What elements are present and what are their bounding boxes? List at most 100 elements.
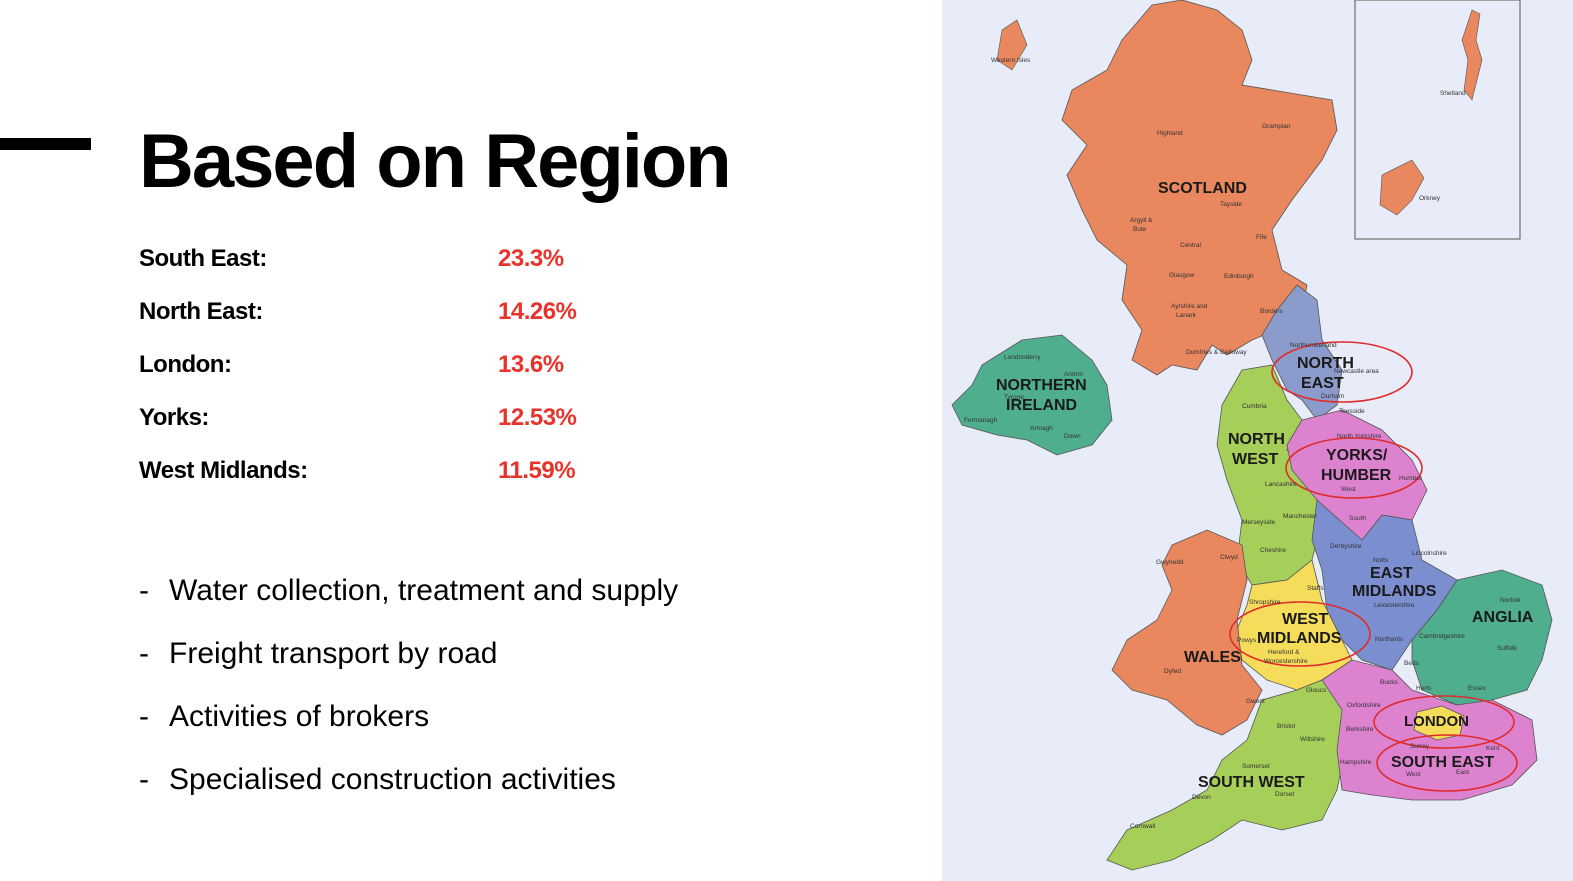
label-anglia: ANGLIA — [1472, 609, 1534, 626]
area-label: Gwent — [1246, 698, 1265, 705]
area-label: Wiltshire — [1300, 736, 1325, 743]
area-label: Borders — [1260, 308, 1284, 315]
area-label: Gwynedd — [1156, 559, 1184, 566]
area-label: Argyll & — [1130, 217, 1153, 224]
label-northern-ireland-2: IRELAND — [1006, 397, 1077, 414]
area-label: Shetland — [1440, 90, 1466, 97]
label-east-midlands-2: MIDLANDS — [1352, 583, 1437, 600]
area-label: Clwyd — [1220, 554, 1238, 561]
area-label: Somerset — [1242, 763, 1270, 770]
highlight-south-east — [1376, 734, 1518, 792]
bullet-text: Specialised construction activities — [169, 763, 616, 796]
area-label: North Yorkshire — [1337, 433, 1382, 440]
highlight-yorks — [1285, 437, 1423, 499]
area-label: Powys — [1237, 637, 1257, 644]
label-scotland: SCOTLAND — [1158, 180, 1247, 197]
area-label: Shropshire — [1249, 599, 1281, 606]
area-label: Herts — [1416, 685, 1432, 692]
label-north-east-1: NORTH — [1297, 355, 1354, 372]
stat-value: 23.3% — [498, 245, 564, 272]
uk-map-svg: SCOTLAND NORTHERN IRELAND NORTH EAST NOR… — [942, 0, 1573, 881]
bullet-text: Activities of brokers — [169, 700, 430, 733]
area-label: Derbyshire — [1330, 543, 1362, 550]
bullet-dash: - — [139, 574, 149, 607]
area-label: Worcestershire — [1264, 658, 1308, 665]
label-north-west-2: WEST — [1232, 451, 1278, 468]
area-label: Armagh — [1030, 425, 1053, 432]
orkney-shape — [1379, 159, 1425, 216]
label-east-midlands-1: EAST — [1370, 565, 1413, 582]
label-west-midlands-1: WEST — [1282, 611, 1328, 628]
stat-label: Yorks: — [139, 404, 209, 431]
bullet-dash: - — [139, 700, 149, 733]
area-label: Northumberland — [1290, 342, 1337, 349]
area-label: South — [1349, 515, 1366, 522]
area-label: Bristol — [1277, 723, 1296, 730]
area-label: Hampshire — [1340, 759, 1372, 766]
label-yorks-2: HUMBER — [1321, 467, 1392, 484]
area-label: Dorset — [1275, 791, 1294, 798]
islands-inset-box — [1354, 0, 1521, 240]
bullet-dash: - — [139, 763, 149, 796]
label-london: LONDON — [1404, 713, 1469, 730]
bullet-dash: - — [139, 637, 149, 670]
area-label: Manchester — [1283, 513, 1318, 520]
area-label: Notts — [1373, 557, 1389, 564]
area-label: Surrey — [1410, 743, 1430, 750]
area-label: East — [1456, 769, 1469, 776]
area-label: Dumfries & Galloway — [1186, 349, 1247, 356]
area-label: Staffs — [1307, 585, 1324, 592]
area-label: Lincolnshire — [1412, 550, 1447, 557]
highlight-north-east — [1271, 341, 1413, 403]
shetland-shape — [1461, 9, 1483, 101]
area-label: Teesside — [1339, 408, 1365, 415]
area-label: Durham — [1321, 393, 1344, 400]
area-label: Northants — [1375, 636, 1404, 643]
stat-label: London: — [139, 351, 232, 378]
region-northern-ireland — [951, 334, 1113, 456]
region-wales — [1111, 529, 1263, 736]
area-label: Cornwall — [1130, 823, 1156, 830]
area-label: Orkney — [1419, 195, 1441, 202]
area-label: Berkshire — [1346, 726, 1374, 733]
area-label: Down — [1064, 433, 1081, 440]
area-label: Lancashire — [1265, 481, 1297, 488]
western-isles-shape — [996, 19, 1028, 71]
label-south-east: SOUTH EAST — [1391, 754, 1494, 771]
area-label: Edinburgh — [1224, 273, 1254, 280]
label-north-west-1: NORTH — [1228, 431, 1285, 448]
page-title: Based on Region — [139, 119, 732, 204]
stat-value: 14.26% — [498, 298, 577, 325]
stat-value: 11.59% — [498, 457, 576, 484]
bullet-text: Freight transport by road — [169, 637, 498, 670]
area-label: Beds — [1404, 660, 1420, 667]
label-south-west: SOUTH WEST — [1198, 774, 1305, 791]
area-label: Merseyside — [1242, 519, 1276, 526]
label-west-midlands-2: MIDLANDS — [1257, 630, 1342, 647]
area-label: Cumbria — [1242, 403, 1267, 410]
area-label: Ayrshire and — [1171, 303, 1208, 310]
highlight-west-midlands — [1229, 601, 1371, 667]
stat-label: West Midlands: — [139, 457, 308, 484]
region-north-east — [1261, 284, 1343, 421]
title-accent-bar — [0, 138, 91, 150]
stat-value: 12.53% — [498, 404, 577, 431]
label-northern-ireland-1: NORTHERN — [996, 377, 1087, 394]
stat-label: North East: — [139, 298, 263, 325]
area-label: Cambridgeshire — [1419, 633, 1465, 640]
region-scotland — [1061, 0, 1338, 376]
area-label: West — [1341, 486, 1356, 493]
area-label: Tyrone — [1004, 394, 1024, 401]
area-label: Fermanagh — [964, 417, 998, 424]
label-north-east-2: EAST — [1301, 375, 1344, 392]
area-label: Oxfordshire — [1347, 702, 1381, 709]
highlight-london — [1373, 695, 1515, 749]
area-label: Lanark — [1176, 312, 1197, 319]
area-label: Essex — [1468, 685, 1486, 692]
stat-value: 13.6% — [498, 351, 564, 378]
stat-label: South East: — [139, 245, 267, 272]
label-wales: WALES — [1184, 649, 1241, 666]
area-label: Leicestershire — [1374, 602, 1415, 609]
area-label: Fife — [1256, 234, 1267, 241]
area-label: Glasgow — [1169, 272, 1195, 279]
